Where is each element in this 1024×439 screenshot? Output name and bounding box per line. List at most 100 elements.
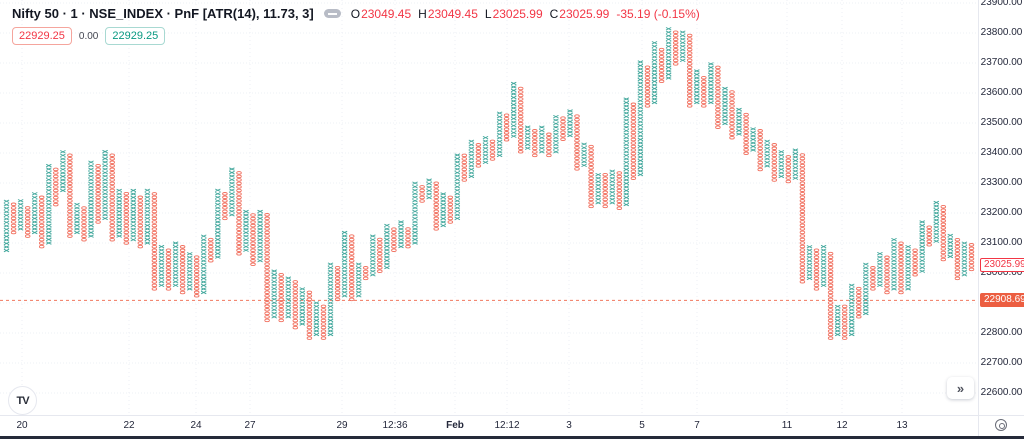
pnf-column: [827, 251, 834, 340]
price-tick-label: 23100.00: [980, 237, 1023, 248]
pnf-column: [306, 290, 313, 340]
symbol-title[interactable]: Nifty 50 · 1 · NSE_INDEX · PnF [ATR(14),…: [12, 6, 314, 21]
pnf-column: [348, 234, 355, 302]
pnf-column: [292, 280, 299, 330]
axis-corner: [978, 415, 1024, 436]
price-axis[interactable]: 23025.99 22908.69 23900.00 23800.00 23700.…: [978, 0, 1024, 415]
pnf-column: [45, 163, 52, 245]
collapse-legend-button[interactable]: [323, 9, 341, 18]
pnf-column: [369, 234, 376, 277]
pnf-column: [708, 62, 714, 105]
time-tick-label: 13: [896, 420, 908, 431]
price-tick-label: 22800.00: [980, 327, 1023, 338]
price-tick-label: 23000.00: [980, 267, 1023, 278]
pnf-column: [3, 199, 10, 253]
price-tick-label: 23600.00: [980, 87, 1023, 98]
pnf-column: [165, 248, 172, 291]
low-value: 23025.99: [492, 6, 543, 21]
price-tick-label: 23400.00: [980, 147, 1023, 158]
pnf-column: [891, 237, 897, 291]
change-value: -35.19 (-0.15%): [616, 6, 700, 21]
pnf-column: [609, 169, 616, 205]
pnf-column: [440, 192, 447, 228]
pnf-column: [320, 304, 327, 340]
time-tick-label: 22: [123, 420, 135, 431]
pnf-column: [517, 86, 524, 154]
pnf-column: [602, 172, 608, 209]
pnf-column: [736, 107, 742, 136]
pnf-column: [377, 237, 383, 273]
pnf-column: [764, 139, 771, 168]
pnf-column: [454, 153, 461, 221]
pnf-column: [644, 65, 651, 108]
pnf-column: [468, 139, 475, 179]
pnf-column: [475, 143, 482, 168]
timezone-clock-icon[interactable]: [995, 419, 1007, 431]
pnf-column: [102, 149, 108, 221]
pnf-column: [123, 191, 130, 245]
pnf-column: [785, 155, 792, 184]
price-tick-label: 23300.00: [980, 177, 1023, 188]
pnf-column: [651, 41, 658, 105]
pnf-column: [686, 33, 693, 108]
scroll-to-latest-button[interactable]: »: [947, 377, 974, 399]
pnf-column: [461, 153, 468, 182]
pnf-column: [616, 171, 623, 210]
pnf-column: [81, 206, 87, 242]
pnf-column: [489, 139, 496, 161]
pnf-column: [278, 272, 284, 323]
chart-legend: Nifty 50 · 1 · NSE_INDEX · PnF [ATR(14),…: [12, 6, 700, 45]
pnf-column: [715, 65, 721, 129]
pnf-column: [137, 195, 144, 249]
pnf-column: [679, 30, 686, 63]
price-tick-label: 23900.00: [980, 0, 1023, 8]
pnf-column: [757, 129, 763, 172]
time-tick-label: 20: [16, 420, 28, 431]
window-bottom-edge: [0, 436, 1024, 439]
pnf-column: [841, 304, 848, 340]
pnf-column: [905, 244, 911, 291]
pnf-column: [158, 244, 165, 288]
pnf-column: [933, 200, 940, 243]
spread-value: 0.00: [78, 30, 99, 42]
pnf-column: [38, 195, 45, 249]
pnf-column: [341, 230, 348, 298]
buy-price-badge[interactable]: 22929.25: [105, 27, 166, 45]
pnf-column: [560, 116, 566, 141]
pnf-column: [862, 262, 869, 316]
pnf-column: [433, 181, 439, 231]
open-value: 23049.45: [361, 6, 412, 21]
pnf-column: [884, 255, 890, 295]
pnf-column: [856, 286, 862, 319]
pnf-column: [313, 301, 320, 337]
pnf-column: [778, 150, 785, 179]
time-axis[interactable]: 20 22 24 27 29 12:36 Feb 12:12 3 5 7 11 12 13: [0, 415, 978, 436]
pnf-column: [510, 81, 517, 138]
high-label: H: [418, 6, 427, 21]
low-label: L: [484, 6, 492, 21]
pnf-column: [412, 181, 418, 245]
pnf-chart-svg[interactable]: [0, 0, 978, 415]
pnf-column: [384, 223, 390, 270]
prev-close-price-label: 22908.69: [980, 293, 1024, 308]
pnf-column: [208, 237, 214, 263]
pnf-column: [567, 109, 573, 138]
price-tick-label: 23200.00: [980, 207, 1023, 218]
time-tick-label: Feb: [446, 420, 464, 431]
close-label: C: [549, 6, 559, 21]
pnf-column: [264, 213, 270, 323]
pnf-column: [961, 241, 968, 277]
time-tick-label: 3: [566, 420, 572, 431]
pnf-column: [870, 266, 876, 291]
pnf-column: [186, 252, 193, 291]
pnf-column: [419, 185, 425, 203]
pnf-column: [926, 225, 932, 247]
pnf-column: [898, 241, 904, 295]
pnf-column: [637, 60, 644, 177]
pnf-column: [595, 172, 602, 205]
pnf-column: [658, 47, 665, 84]
sell-price-badge[interactable]: 22929.25: [12, 27, 72, 45]
pnf-plot-area[interactable]: [0, 0, 978, 415]
tradingview-logo[interactable]: TV: [8, 386, 37, 415]
time-tick-label: 11: [781, 420, 793, 431]
